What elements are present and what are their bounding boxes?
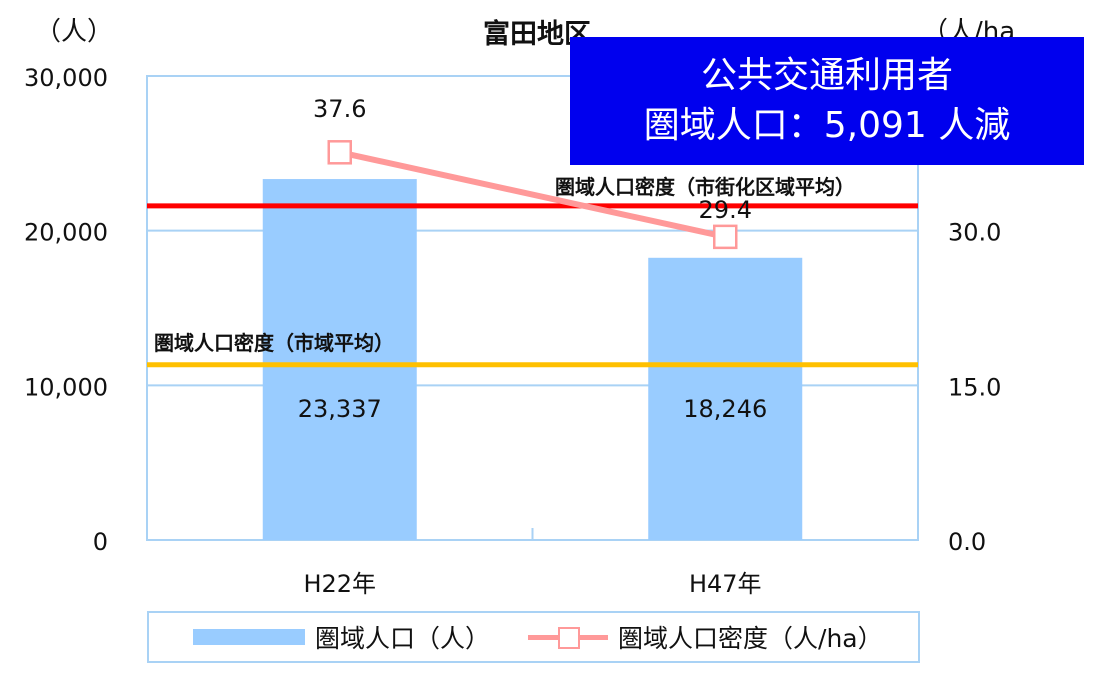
density-line — [339, 149, 726, 240]
line-data-label: 37.6 — [313, 95, 366, 123]
density-marker-2 — [713, 224, 738, 250]
bar-data-label: 23,337 — [298, 395, 382, 423]
y-left-tick-label: 0 — [93, 528, 108, 556]
callout-line-1: 公共交通利用者 — [700, 55, 953, 96]
legend-item-line: 圏域人口密度（人/ha） — [490, 619, 883, 655]
y-left-tick-label: 10,000 — [24, 373, 108, 401]
x-tick-label: H22年 — [303, 570, 376, 598]
legend-line-label: 圏域人口密度（人/ha） — [618, 624, 883, 653]
legend-item-bar: 圏域人口（人） — [149, 619, 490, 655]
bar-data-label: 18,246 — [683, 395, 767, 423]
line-data-label: 29.4 — [699, 196, 752, 224]
callout-line-2: 圏域人口：5,091 人減 — [643, 105, 1011, 146]
legend: 圏域人口（人） 圏域人口密度（人/ha） — [147, 611, 920, 663]
y-left-tick-label: 30,000 — [24, 64, 108, 92]
y-right-tick-label: 30.0 — [948, 219, 1001, 247]
legend-line-swatch — [528, 624, 609, 650]
y-left-unit: （人） — [35, 17, 113, 47]
legend-bar-label: 圏域人口（人） — [315, 624, 491, 653]
callout-box: 公共交通利用者 圏域人口：5,091 人減 — [570, 37, 1084, 165]
legend-bar-swatch — [193, 629, 305, 645]
reference-line-label: 圏域人口密度（市域平均） — [154, 331, 394, 355]
bar-1 — [262, 179, 417, 541]
y-right-tick-label: 15.0 — [948, 373, 1001, 401]
bar-2 — [648, 257, 803, 540]
density-marker-1 — [327, 140, 352, 165]
x-tick-label: H47年 — [689, 570, 762, 598]
reference-line-label: 圏域人口密度（市街化区域平均） — [555, 175, 855, 199]
y-left-tick-label: 20,000 — [24, 219, 108, 247]
y-right-tick-label: 0.0 — [948, 528, 986, 556]
